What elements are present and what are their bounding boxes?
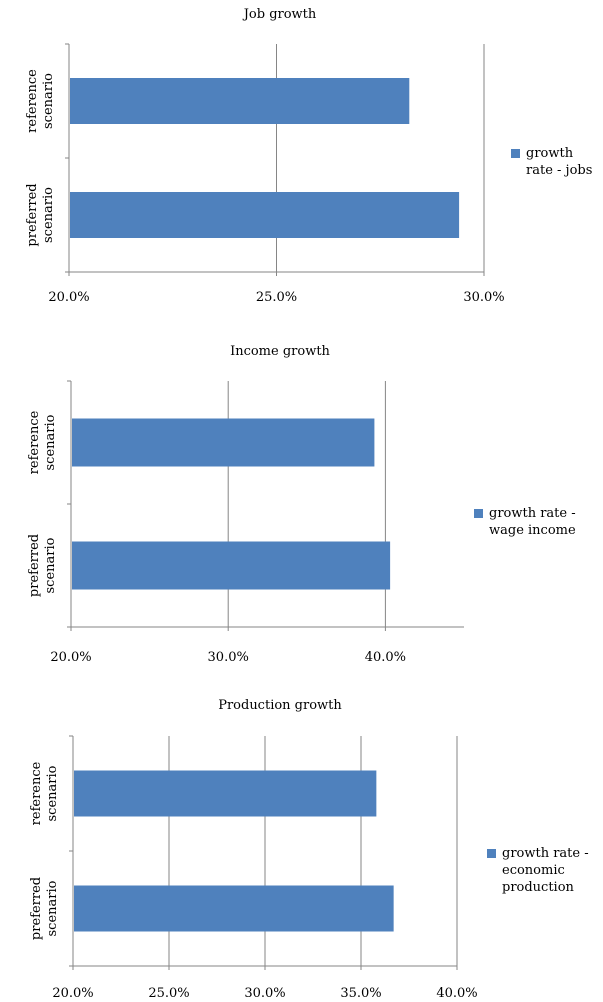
y-category-word: scenario (41, 73, 56, 129)
y-category-label: reference scenario (25, 69, 56, 133)
y-category-label: reference scenario (29, 761, 60, 825)
chart-plot: 20.0% 25.0% 30.0%reference scenariopreferre… (25, 43, 505, 305)
x-tick-label: 20.0% (48, 290, 89, 305)
x-tick-label: 40.0% (365, 650, 406, 665)
y-category-word: scenario (43, 537, 58, 593)
bar (70, 78, 410, 124)
legend: growth rate - wage income (474, 505, 576, 539)
y-category-word: reference (29, 761, 44, 825)
legend-text: growth rate - jobs (526, 145, 592, 179)
y-category-word: reference (25, 69, 40, 133)
legend-text: growth rate - economic production (502, 845, 589, 896)
x-tick-label: 30.0% (244, 986, 285, 1001)
legend-swatch (487, 849, 496, 858)
bar (70, 192, 460, 238)
y-category-label: preferred scenario (29, 877, 60, 940)
x-tick-label: 30.0% (208, 650, 249, 665)
x-tick-label: 20.0% (50, 650, 91, 665)
legend-swatch (474, 509, 483, 518)
y-category-word: scenario (43, 414, 58, 470)
legend-line: growth rate - (502, 846, 589, 861)
x-tick-label: 25.0% (256, 290, 297, 305)
legend-text: growth rate - wage income (489, 505, 576, 539)
y-category-word: scenario (45, 880, 60, 936)
bar (72, 541, 391, 590)
chart-title: Production growth (218, 698, 342, 713)
x-tick-label: 20.0% (52, 986, 93, 1001)
legend-line: growth rate - (489, 506, 576, 521)
y-category-label: reference scenario (27, 410, 58, 474)
y-category-word: scenario (45, 765, 60, 821)
chart-title: Income growth (230, 344, 330, 359)
legend-line: growth (526, 146, 574, 161)
chart-title: Job growth (243, 7, 317, 22)
legend-line: rate - jobs (526, 163, 593, 178)
chart-job-growth: Job growth 20.0% 25.0% 30.0% reference scena… (0, 0, 603, 320)
y-category-word: scenario (41, 187, 56, 243)
y-category-word: preferred (25, 183, 40, 246)
x-tick-label: 25.0% (148, 986, 189, 1001)
legend-swatch (511, 149, 520, 158)
x-tick-label: 40.0% (436, 986, 477, 1001)
chart-plot: 20.0% 30.0% 40.0%reference scenariopreferre… (27, 380, 464, 665)
legend: growth rate - economic production (487, 845, 589, 896)
y-category-word: reference (27, 410, 42, 474)
x-tick-label: 30.0% (463, 290, 504, 305)
legend: growth rate - jobs (511, 145, 592, 179)
chart-income-growth: Income growth 20.0% 30.0% 40.0% reference sc… (27, 344, 576, 665)
y-category-label: preferred scenario (27, 534, 58, 597)
bar (74, 770, 377, 817)
legend-line: economic (502, 863, 565, 878)
y-category-word: preferred (29, 877, 44, 940)
legend-line: production (502, 880, 574, 895)
x-tick-label: 35.0% (340, 986, 381, 1001)
legend-line: wage income (489, 523, 576, 538)
y-category-label: preferred scenario (25, 183, 56, 246)
y-category-word: preferred (27, 534, 42, 597)
bar (72, 418, 375, 467)
bar (74, 885, 394, 932)
